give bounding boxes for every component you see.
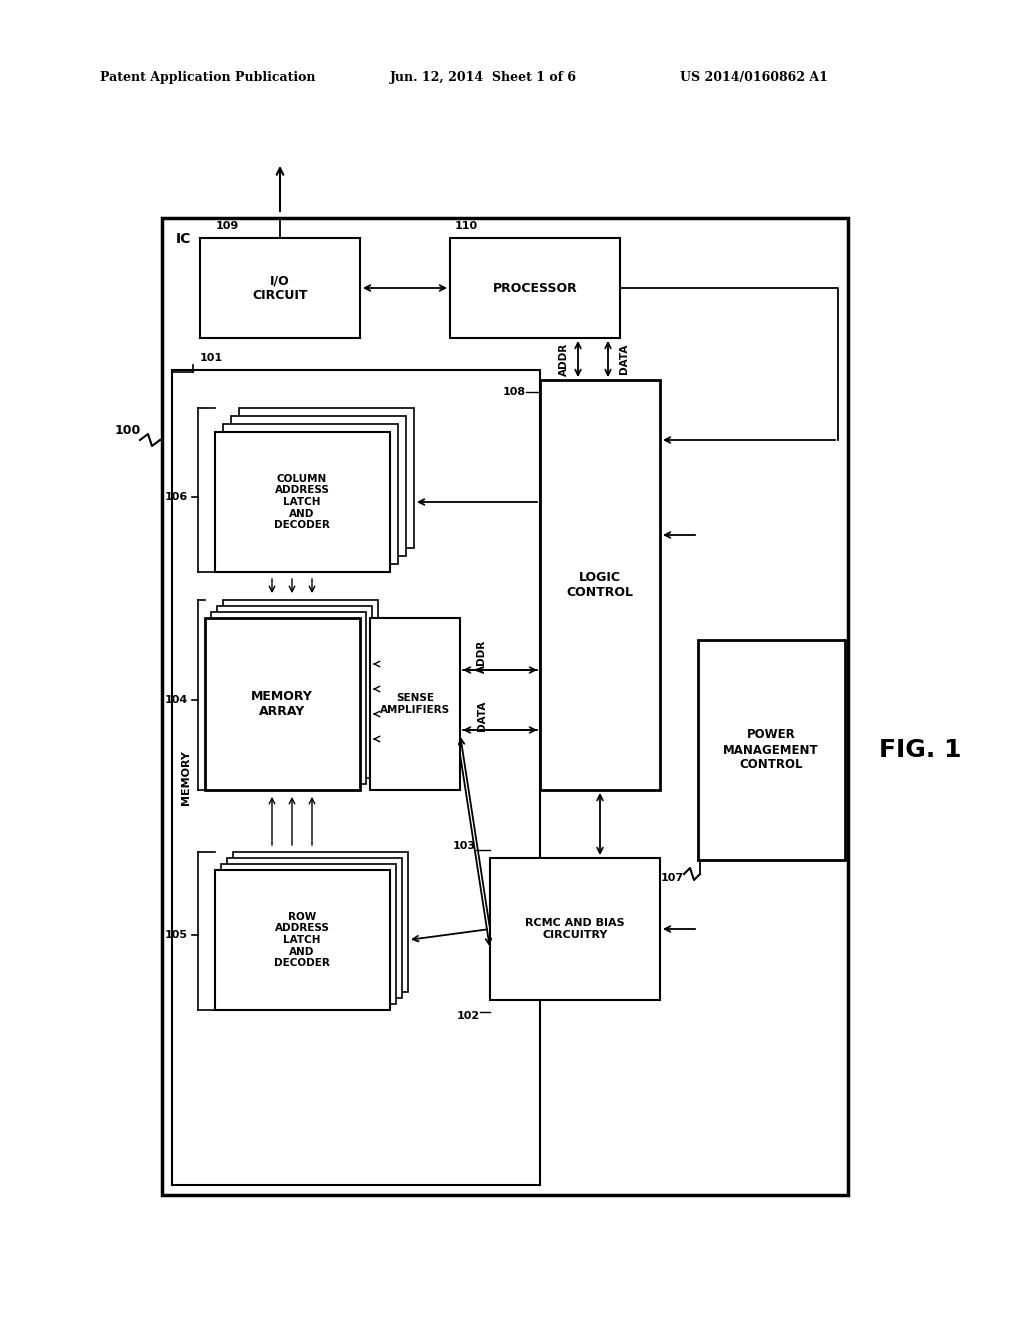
Text: 101: 101 bbox=[200, 352, 223, 363]
Bar bbox=[223, 424, 398, 564]
Bar bbox=[540, 380, 660, 789]
Text: IC: IC bbox=[176, 232, 191, 246]
Text: ROW
ADDRESS
LATCH
AND
DECODER: ROW ADDRESS LATCH AND DECODER bbox=[274, 912, 330, 968]
Text: 105: 105 bbox=[165, 931, 188, 940]
Bar bbox=[490, 858, 660, 1001]
Text: Jun. 12, 2014  Sheet 1 of 6: Jun. 12, 2014 Sheet 1 of 6 bbox=[390, 71, 577, 84]
Text: DATA: DATA bbox=[618, 343, 629, 374]
Bar bbox=[205, 618, 360, 789]
Bar bbox=[162, 218, 848, 1195]
Bar bbox=[227, 858, 402, 998]
Bar bbox=[233, 851, 408, 993]
Text: MEMORY
ARRAY: MEMORY ARRAY bbox=[251, 690, 313, 718]
Bar bbox=[221, 865, 396, 1005]
Text: FIG. 1: FIG. 1 bbox=[879, 738, 962, 762]
Bar bbox=[215, 870, 390, 1010]
Bar bbox=[217, 606, 372, 777]
Text: Patent Application Publication: Patent Application Publication bbox=[100, 71, 315, 84]
Text: 110: 110 bbox=[455, 220, 478, 231]
Text: ADDR: ADDR bbox=[559, 342, 569, 376]
Text: 100: 100 bbox=[115, 424, 141, 437]
Text: MEMORY: MEMORY bbox=[181, 750, 191, 805]
Text: 107: 107 bbox=[660, 873, 684, 883]
Text: 109: 109 bbox=[216, 220, 240, 231]
Bar bbox=[223, 601, 378, 772]
Text: COLUMN
ADDRESS
LATCH
AND
DECODER: COLUMN ADDRESS LATCH AND DECODER bbox=[274, 474, 330, 531]
Bar bbox=[239, 408, 414, 548]
Text: 102: 102 bbox=[457, 1011, 480, 1020]
Bar bbox=[215, 432, 390, 572]
Text: SENSE
AMPLIFIERS: SENSE AMPLIFIERS bbox=[380, 693, 451, 715]
Text: 103: 103 bbox=[453, 841, 476, 851]
Text: POWER
MANAGEMENT
CONTROL: POWER MANAGEMENT CONTROL bbox=[723, 729, 819, 771]
Bar bbox=[211, 612, 366, 784]
Text: ADDR: ADDR bbox=[477, 639, 487, 673]
Text: I/O
CIRCUIT: I/O CIRCUIT bbox=[252, 275, 308, 302]
Text: PROCESSOR: PROCESSOR bbox=[493, 281, 578, 294]
Bar bbox=[200, 238, 360, 338]
Text: LOGIC
CONTROL: LOGIC CONTROL bbox=[566, 572, 634, 599]
Bar bbox=[698, 640, 845, 861]
Bar bbox=[450, 238, 620, 338]
Bar bbox=[172, 370, 540, 1185]
Text: 104: 104 bbox=[165, 696, 188, 705]
Bar bbox=[231, 416, 406, 556]
Bar bbox=[370, 618, 460, 789]
Text: 108: 108 bbox=[503, 387, 526, 397]
Text: DATA: DATA bbox=[477, 701, 487, 731]
Text: US 2014/0160862 A1: US 2014/0160862 A1 bbox=[680, 71, 827, 84]
Text: RCMC AND BIAS
CIRCUITRY: RCMC AND BIAS CIRCUITRY bbox=[525, 919, 625, 940]
Text: 106: 106 bbox=[165, 492, 188, 502]
